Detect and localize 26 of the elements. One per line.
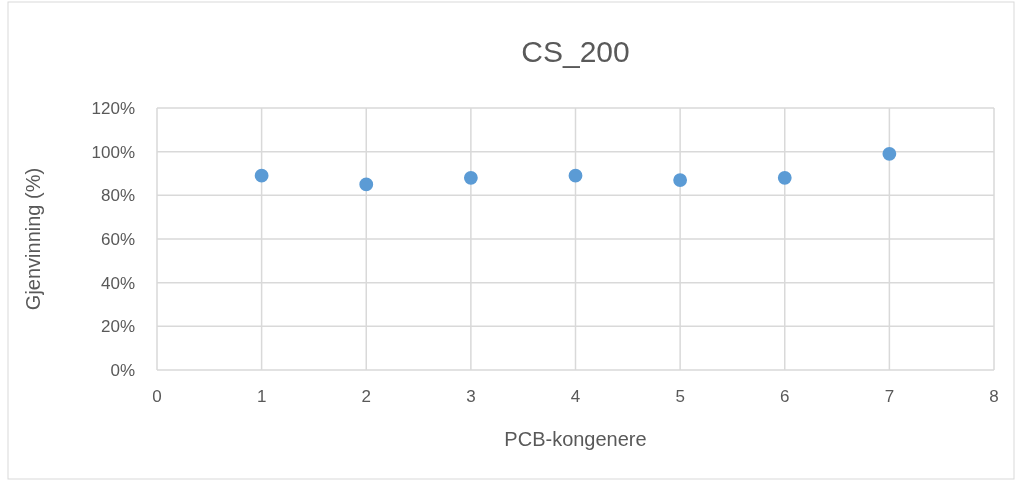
point xyxy=(254,168,269,183)
x-tick-label: 6 xyxy=(780,387,790,406)
x-tick-label: 2 xyxy=(361,387,371,406)
x-tick-label: 8 xyxy=(989,387,999,406)
y-tick-label: 0% xyxy=(110,360,135,380)
y-tick-label: 80% xyxy=(100,186,135,206)
x-tick-label: 7 xyxy=(884,387,895,406)
y-tick-label: 100% xyxy=(91,142,135,162)
x-tick-label: 3 xyxy=(466,387,476,406)
point xyxy=(463,170,478,185)
point xyxy=(673,173,688,187)
y-tick-label: 60% xyxy=(100,229,135,249)
point xyxy=(359,177,374,192)
y-tick-label: 20% xyxy=(100,317,135,337)
point xyxy=(777,170,792,185)
x-tick-label: 4 xyxy=(570,387,581,406)
point xyxy=(882,146,897,161)
point xyxy=(568,168,583,183)
y-tick-label: 40% xyxy=(100,273,135,293)
chart-title: CS_200 xyxy=(521,35,630,68)
x-axis-title: PCB-kongenere xyxy=(504,428,647,450)
y-tick-label: 120% xyxy=(91,98,135,118)
y-axis-title: Gjenvinning (%) xyxy=(22,167,44,311)
x-tick-label: 5 xyxy=(675,387,685,406)
x-tick-label: 0 xyxy=(152,387,162,406)
x-tick-label: 1 xyxy=(256,387,267,406)
